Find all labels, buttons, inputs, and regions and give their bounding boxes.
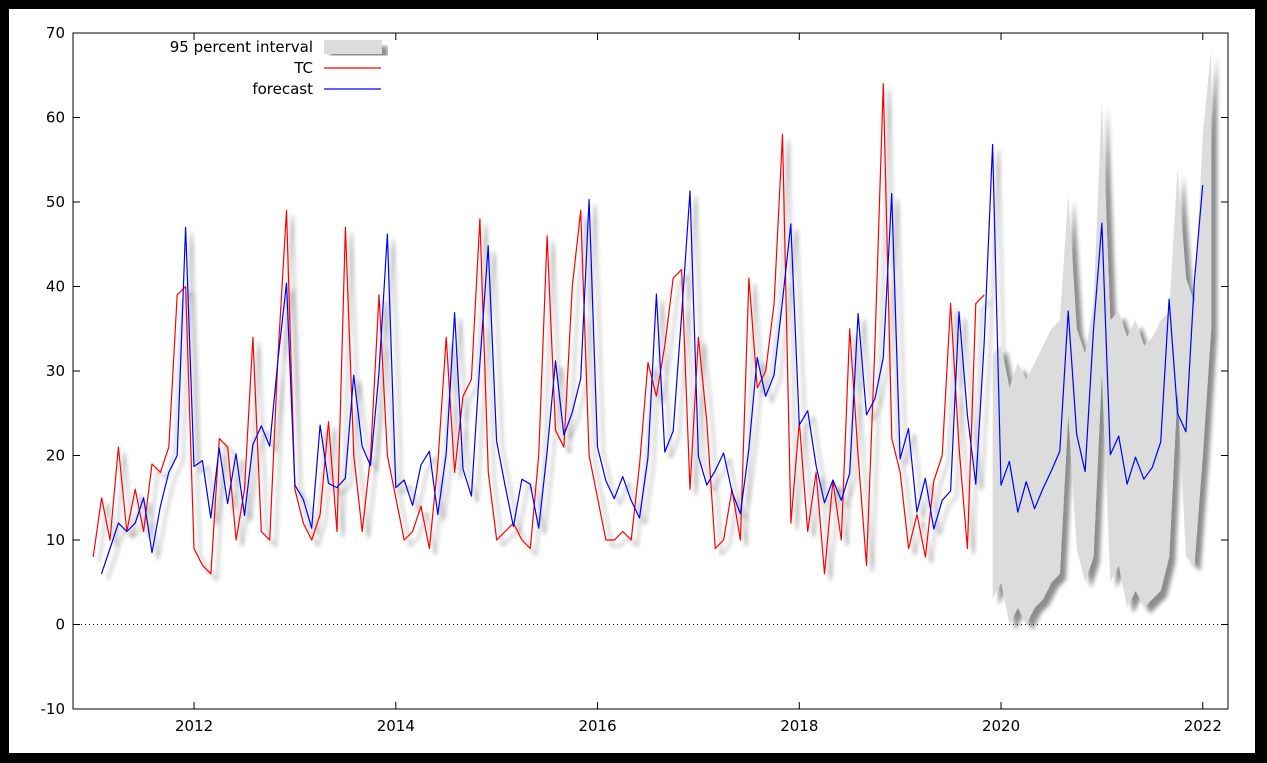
tc-series-line [92, 83, 985, 575]
legend-forecast-label: forecast [252, 80, 313, 98]
x-tick-label: 2016 [578, 717, 616, 735]
x-tick-label: 2014 [377, 717, 415, 735]
y-tick-label: 70 [46, 24, 65, 42]
legend-interval-swatch [324, 40, 382, 54]
y-tick-label: 30 [46, 362, 65, 380]
legend-interval-label: 95 percent interval [170, 38, 313, 56]
chart-frame: -10 0 10 20 30 40 50 60 70 2012 2014 2016 2018 2020 20… [9, 9, 1255, 753]
y-tick-label: 0 [55, 616, 65, 634]
x-tick-label: 2012 [175, 717, 213, 735]
legend-tc-label: TC [293, 59, 313, 77]
y-tick-label: 60 [46, 109, 65, 127]
y-tick-label: 40 [46, 278, 65, 296]
y-tick-label: 10 [46, 531, 65, 549]
x-tick-label: 2020 [982, 717, 1020, 735]
axes: -10 0 10 20 30 40 50 60 70 2012 2014 2016 2018 2020 20… [41, 24, 1228, 735]
y-tick-label: 50 [46, 193, 65, 211]
x-tick-label: 2018 [780, 717, 818, 735]
y-tick-label: 20 [46, 447, 65, 465]
legend: 95 percent interval TC forecast [170, 38, 382, 98]
interval-band [992, 49, 1212, 625]
y-tick-label: -10 [41, 700, 66, 718]
forecast-chart: -10 0 10 20 30 40 50 60 70 2012 2014 2016 2018 2020 20… [41, 24, 1229, 735]
plot-area [92, 49, 1212, 625]
x-tick-label: 2022 [1184, 717, 1222, 735]
forecast-series-line [100, 143, 1204, 574]
